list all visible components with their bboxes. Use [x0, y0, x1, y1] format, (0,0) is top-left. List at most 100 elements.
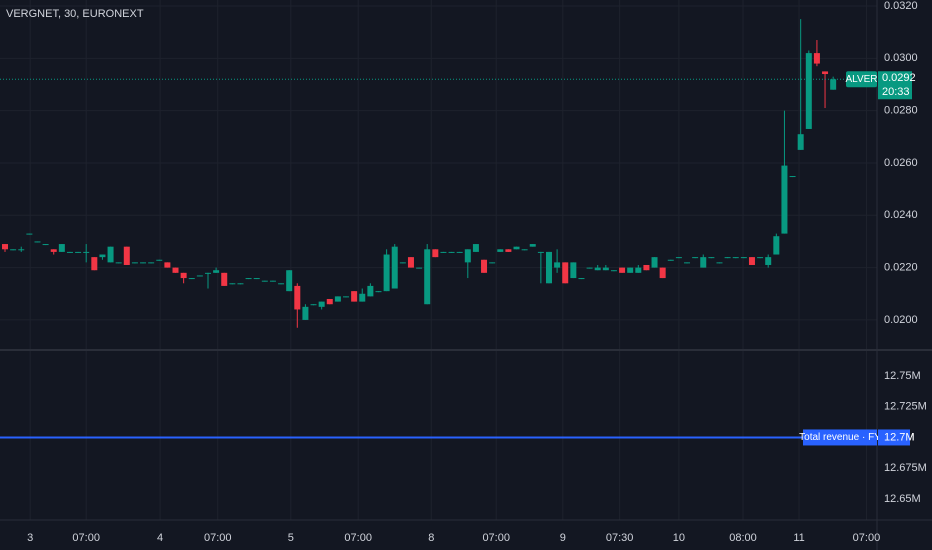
candle-body [497, 249, 504, 252]
candle-body [765, 257, 772, 265]
candle-body [123, 246, 130, 265]
value-label: 12.7M [884, 431, 915, 443]
candle-body [367, 285, 374, 297]
candle-body [399, 262, 406, 264]
candle-body [343, 296, 350, 298]
candle-body [424, 249, 431, 305]
candle-body [302, 306, 309, 320]
candle-body [156, 259, 163, 261]
candle-body [245, 278, 252, 280]
candle-body [383, 254, 390, 292]
candle-body [830, 79, 837, 90]
candle-body [440, 251, 447, 253]
candle-body [773, 236, 780, 255]
candle-body [359, 293, 366, 302]
candle-body [50, 249, 57, 252]
x-tick-label: 07:00 [344, 532, 372, 544]
candle-body [472, 244, 479, 252]
candle-body [692, 257, 699, 259]
candle-body [602, 267, 609, 271]
x-tick-label: 5 [288, 532, 294, 544]
candle-body [164, 262, 171, 268]
candle-body [237, 283, 244, 285]
candle-body [748, 257, 755, 265]
candle-body [740, 257, 747, 259]
candle-body [789, 176, 796, 178]
x-tick-label: 07:00 [72, 532, 100, 544]
candle-body [172, 267, 179, 273]
candle-body [391, 246, 398, 289]
x-tick-label: 07:00 [853, 532, 881, 544]
y-tick-label: 0.0320 [884, 0, 918, 12]
candle-body [253, 278, 260, 280]
candle-body [75, 251, 82, 253]
candle-body [521, 249, 528, 251]
x-tick-label: 11 [793, 532, 804, 544]
candle-body [757, 257, 764, 259]
candle-body [294, 285, 301, 310]
y-tick-label: 0.0220 [884, 262, 918, 274]
candle-body [594, 267, 601, 271]
candle-body [107, 246, 114, 263]
candle-body [286, 270, 293, 292]
candle-body [627, 267, 634, 273]
candle-body [813, 53, 820, 64]
candle-body [310, 304, 317, 306]
candle-body [675, 257, 682, 259]
candle-body [229, 283, 236, 285]
price-badge [878, 71, 912, 100]
candle-body [578, 278, 585, 280]
y-tick-label: 0.0280 [884, 105, 918, 117]
candle-body [570, 262, 577, 279]
candle-body [115, 262, 122, 264]
candle-body [375, 291, 382, 293]
candle-body [651, 257, 658, 268]
candle-body [505, 249, 512, 252]
candle-body [684, 262, 691, 264]
x-tick-label: 07:00 [482, 532, 510, 544]
chart-title: VERGNET, 30, EURONEXT [6, 8, 144, 20]
x-tick-label: 3 [27, 532, 33, 544]
candle-body [619, 267, 626, 273]
y-tick-label: 12.725M [884, 401, 927, 413]
candle-body [351, 291, 358, 302]
candle-body [42, 244, 49, 246]
y-tick-label: 0.0200 [884, 314, 918, 326]
y-tick-label: 0.0260 [884, 157, 918, 169]
candle-body [537, 251, 544, 253]
candle-body [140, 262, 147, 264]
candle-body [66, 251, 73, 253]
y-tick-label: 12.65M [884, 493, 921, 505]
x-tick-label: 9 [560, 532, 566, 544]
legend-badge [803, 429, 877, 446]
candle-body [732, 257, 739, 259]
candle-body [545, 251, 552, 284]
candle-body [805, 53, 812, 129]
candle-body [643, 264, 650, 271]
x-tick-label: 07:00 [204, 532, 232, 544]
candle-body [318, 301, 325, 307]
legend-label: Total revenue · FY [799, 432, 881, 443]
candle-body [269, 280, 276, 282]
candle-body [781, 165, 788, 234]
candle-body [586, 267, 593, 269]
candle-body [610, 270, 617, 272]
symbol-label: ALVER [845, 74, 877, 85]
candle-body [464, 249, 471, 263]
candle-body [261, 280, 268, 282]
y-tick-label: 0.0300 [884, 52, 918, 64]
candle-body [797, 134, 804, 150]
x-tick-label: 08:00 [729, 532, 757, 544]
candle-body [148, 262, 155, 264]
x-tick-label: 4 [157, 532, 163, 544]
last-price-label: 0.0292 [882, 72, 916, 84]
candle-body [188, 278, 195, 280]
candle-body [26, 233, 33, 235]
x-tick-label: 8 [428, 532, 434, 544]
candle-body [407, 257, 414, 268]
candle-body [18, 249, 25, 251]
candle-body [448, 251, 455, 253]
candle-body [562, 262, 569, 284]
candle-body [635, 267, 642, 273]
